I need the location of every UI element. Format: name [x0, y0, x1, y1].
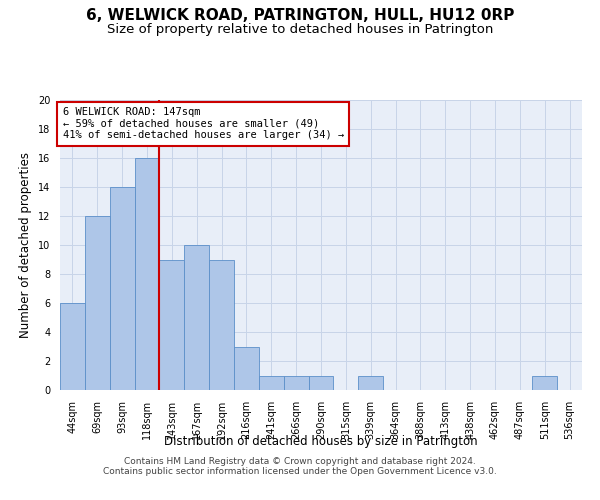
Text: 6 WELWICK ROAD: 147sqm
← 59% of detached houses are smaller (49)
41% of semi-det: 6 WELWICK ROAD: 147sqm ← 59% of detached… — [62, 108, 344, 140]
Text: 6, WELWICK ROAD, PATRINGTON, HULL, HU12 0RP: 6, WELWICK ROAD, PATRINGTON, HULL, HU12 … — [86, 8, 514, 22]
Bar — [259, 376, 284, 390]
Bar — [160, 260, 184, 390]
Bar — [308, 376, 334, 390]
Bar — [358, 376, 383, 390]
Y-axis label: Number of detached properties: Number of detached properties — [19, 152, 32, 338]
Bar — [134, 158, 160, 390]
Bar — [85, 216, 110, 390]
Text: Contains HM Land Registry data © Crown copyright and database right 2024.: Contains HM Land Registry data © Crown c… — [124, 457, 476, 466]
Text: Contains public sector information licensed under the Open Government Licence v3: Contains public sector information licen… — [103, 467, 497, 476]
Bar — [234, 346, 259, 390]
Text: Distribution of detached houses by size in Patrington: Distribution of detached houses by size … — [164, 435, 478, 448]
Bar — [184, 245, 209, 390]
Bar — [532, 376, 557, 390]
Bar — [110, 187, 134, 390]
Bar — [284, 376, 308, 390]
Bar — [60, 303, 85, 390]
Bar — [209, 260, 234, 390]
Text: Size of property relative to detached houses in Patrington: Size of property relative to detached ho… — [107, 22, 493, 36]
